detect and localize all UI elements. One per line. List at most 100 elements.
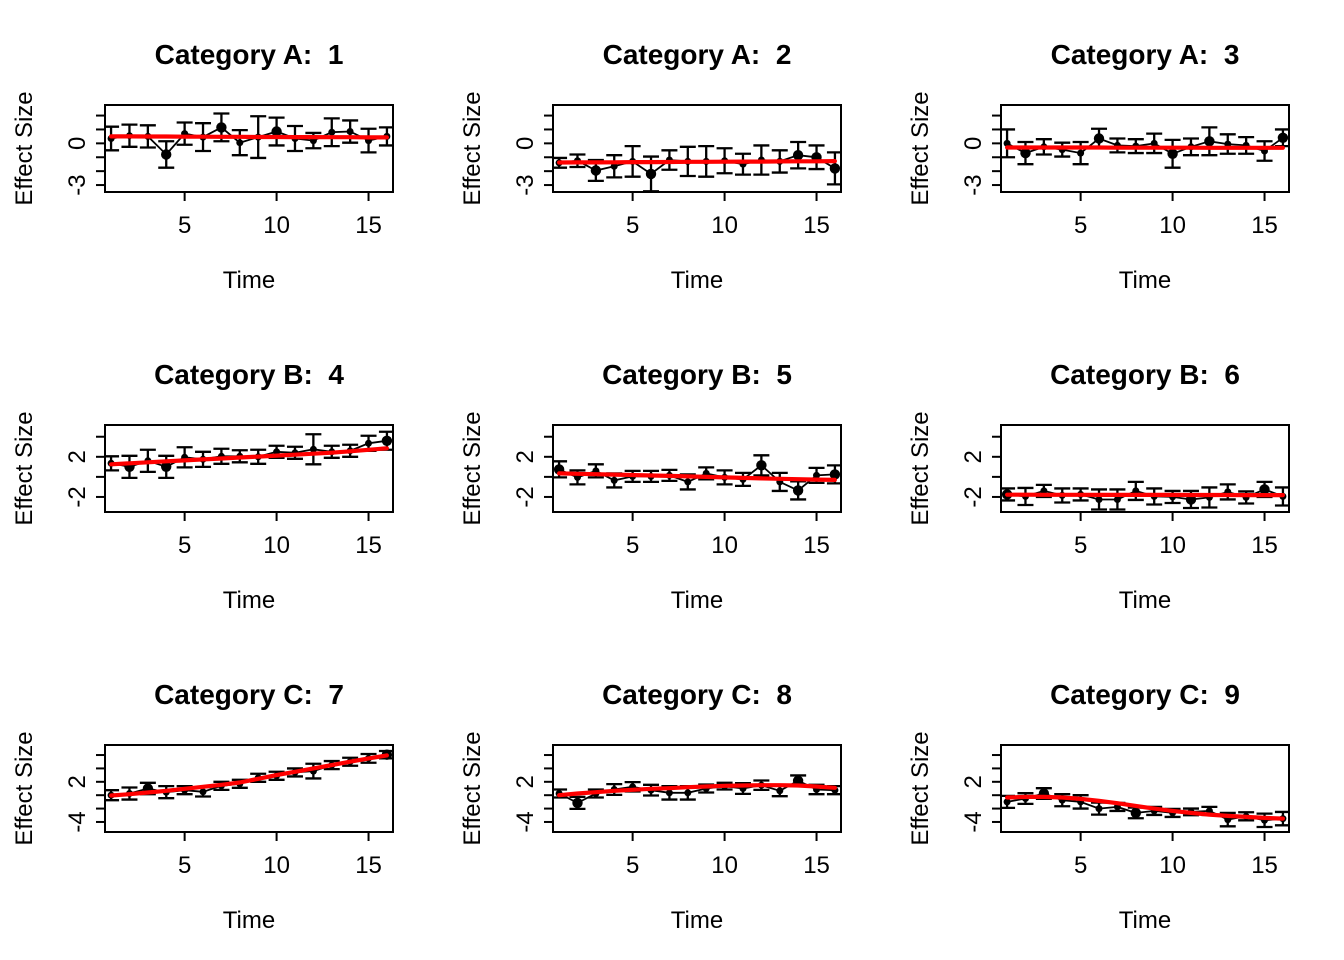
- x-axis-label: Time: [223, 267, 275, 294]
- data-layer: [1001, 787, 1289, 829]
- panel-title: Category B: 6: [1050, 359, 1240, 390]
- y-tick-label: -3: [64, 174, 91, 195]
- x-axis-label: Time: [671, 907, 723, 934]
- data-point: [328, 128, 336, 136]
- y-axis-label: Effect Size: [11, 411, 38, 525]
- data-point: [1095, 496, 1103, 503]
- data-point: [381, 435, 393, 446]
- trend-line: [1004, 794, 1285, 821]
- panel-title: Category A: 2: [603, 39, 792, 70]
- data-point: [1040, 487, 1048, 495]
- data-point: [1003, 139, 1011, 147]
- y-tick-label: 2: [960, 775, 987, 788]
- data-point: [346, 128, 354, 135]
- plot-box: [104, 104, 394, 193]
- x-tick-label: 10: [711, 532, 738, 559]
- data-layer: [1001, 480, 1289, 511]
- y-tick-label: -3: [512, 174, 539, 195]
- x-axis-label: Time: [1119, 267, 1171, 294]
- y-tick-label: 2: [64, 775, 91, 788]
- x-tick-label: 15: [1251, 212, 1278, 239]
- panel-category-b-6: Category B: 6 2 -2 5 10 15 Time Effect Size: [907, 359, 1290, 614]
- x-axis-label: Time: [1119, 907, 1171, 934]
- y-tick-label: 0: [512, 137, 539, 150]
- y-tick-label: 0: [960, 137, 987, 150]
- data-point: [1150, 139, 1158, 147]
- x-tick-label: 5: [1074, 852, 1087, 879]
- data-point: [1003, 798, 1011, 806]
- x-tick-label: 10: [711, 212, 738, 239]
- data-point: [365, 439, 372, 447]
- data-point: [1095, 805, 1103, 813]
- x-tick-label: 10: [263, 532, 290, 559]
- x-tick-label: 10: [263, 852, 290, 879]
- y-axis-label: Effect Size: [907, 731, 934, 845]
- y-tick-label: -2: [512, 486, 539, 507]
- panel-title: Category A: 1: [155, 39, 344, 70]
- trend-line: [108, 134, 389, 140]
- x-tick-label: 15: [355, 532, 382, 559]
- data-point: [1077, 149, 1085, 157]
- y-axis-label: Effect Size: [459, 731, 486, 845]
- data-point: [236, 139, 244, 147]
- data-point: [572, 797, 583, 809]
- panel-title: Category A: 3: [1051, 39, 1240, 70]
- data-point: [199, 788, 207, 796]
- panel-category-b-5: Category B: 5 2 -2 5 10 15 Time Effect Size: [459, 359, 842, 614]
- data-point: [1093, 133, 1105, 144]
- y-axis-label: Effect Size: [11, 731, 38, 845]
- x-tick-label: 15: [1251, 852, 1278, 879]
- data-point: [1204, 136, 1215, 147]
- y-axis-label: Effect Size: [459, 91, 486, 205]
- data-point: [829, 469, 841, 480]
- data-point: [792, 485, 804, 496]
- data-layer: [553, 140, 841, 192]
- trend-line: [556, 783, 837, 798]
- y-tick-label: -2: [64, 486, 91, 507]
- y-tick-label: -3: [960, 174, 987, 195]
- y-tick-label: -4: [512, 811, 539, 832]
- x-tick-label: 15: [1251, 532, 1278, 559]
- y-tick-label: -4: [64, 811, 91, 832]
- x-tick-label: 15: [803, 852, 830, 879]
- panel-title: Category B: 5: [602, 359, 792, 390]
- plot-box: [552, 424, 842, 513]
- y-tick-label: -4: [960, 811, 987, 832]
- x-axis-label: Time: [223, 587, 275, 614]
- y-tick-label: 2: [64, 450, 91, 463]
- y-axis-label: Effect Size: [907, 411, 934, 525]
- panel-category-b-4: Category B: 4 2 -2 5 10 15 Time Effect Size: [11, 359, 394, 614]
- x-tick-label: 15: [355, 852, 382, 879]
- panel-category-a-3: Category A: 3 0 -3 5 10 15 Time Effect Size: [907, 39, 1290, 294]
- panel-category-c-8: Category C: 8 2 -4 5 10 15 Time Effect Size: [459, 679, 842, 934]
- y-tick-label: -2: [960, 486, 987, 507]
- data-point: [756, 460, 767, 471]
- data-layer: [105, 430, 393, 480]
- data-point: [590, 165, 602, 176]
- data-point: [776, 787, 784, 795]
- data-point: [829, 163, 841, 174]
- panel-title: Category C: 9: [1050, 679, 1240, 710]
- x-tick-label: 5: [626, 532, 639, 559]
- plot-box: [1000, 104, 1290, 193]
- plot-box: [104, 744, 394, 833]
- data-point: [161, 461, 172, 472]
- x-tick-label: 5: [178, 212, 191, 239]
- y-axis-label: Effect Size: [11, 91, 38, 205]
- data-line: [110, 126, 388, 156]
- plot-box: [1000, 744, 1290, 833]
- plot-box: [552, 104, 842, 193]
- data-point: [161, 149, 172, 160]
- data-point: [1130, 807, 1141, 819]
- x-axis-label: Time: [1119, 587, 1171, 614]
- y-tick-label: 2: [960, 450, 987, 463]
- plot-box: [104, 424, 394, 513]
- x-tick-label: 5: [626, 212, 639, 239]
- x-tick-label: 5: [1074, 212, 1087, 239]
- panel-category-a-2: Category A: 2 0 -3 5 10 15 Time Effect Size: [459, 39, 842, 294]
- data-point: [1113, 496, 1121, 503]
- x-tick-label: 5: [1074, 532, 1087, 559]
- y-tick-label: 2: [512, 450, 539, 463]
- x-axis-label: Time: [223, 907, 275, 934]
